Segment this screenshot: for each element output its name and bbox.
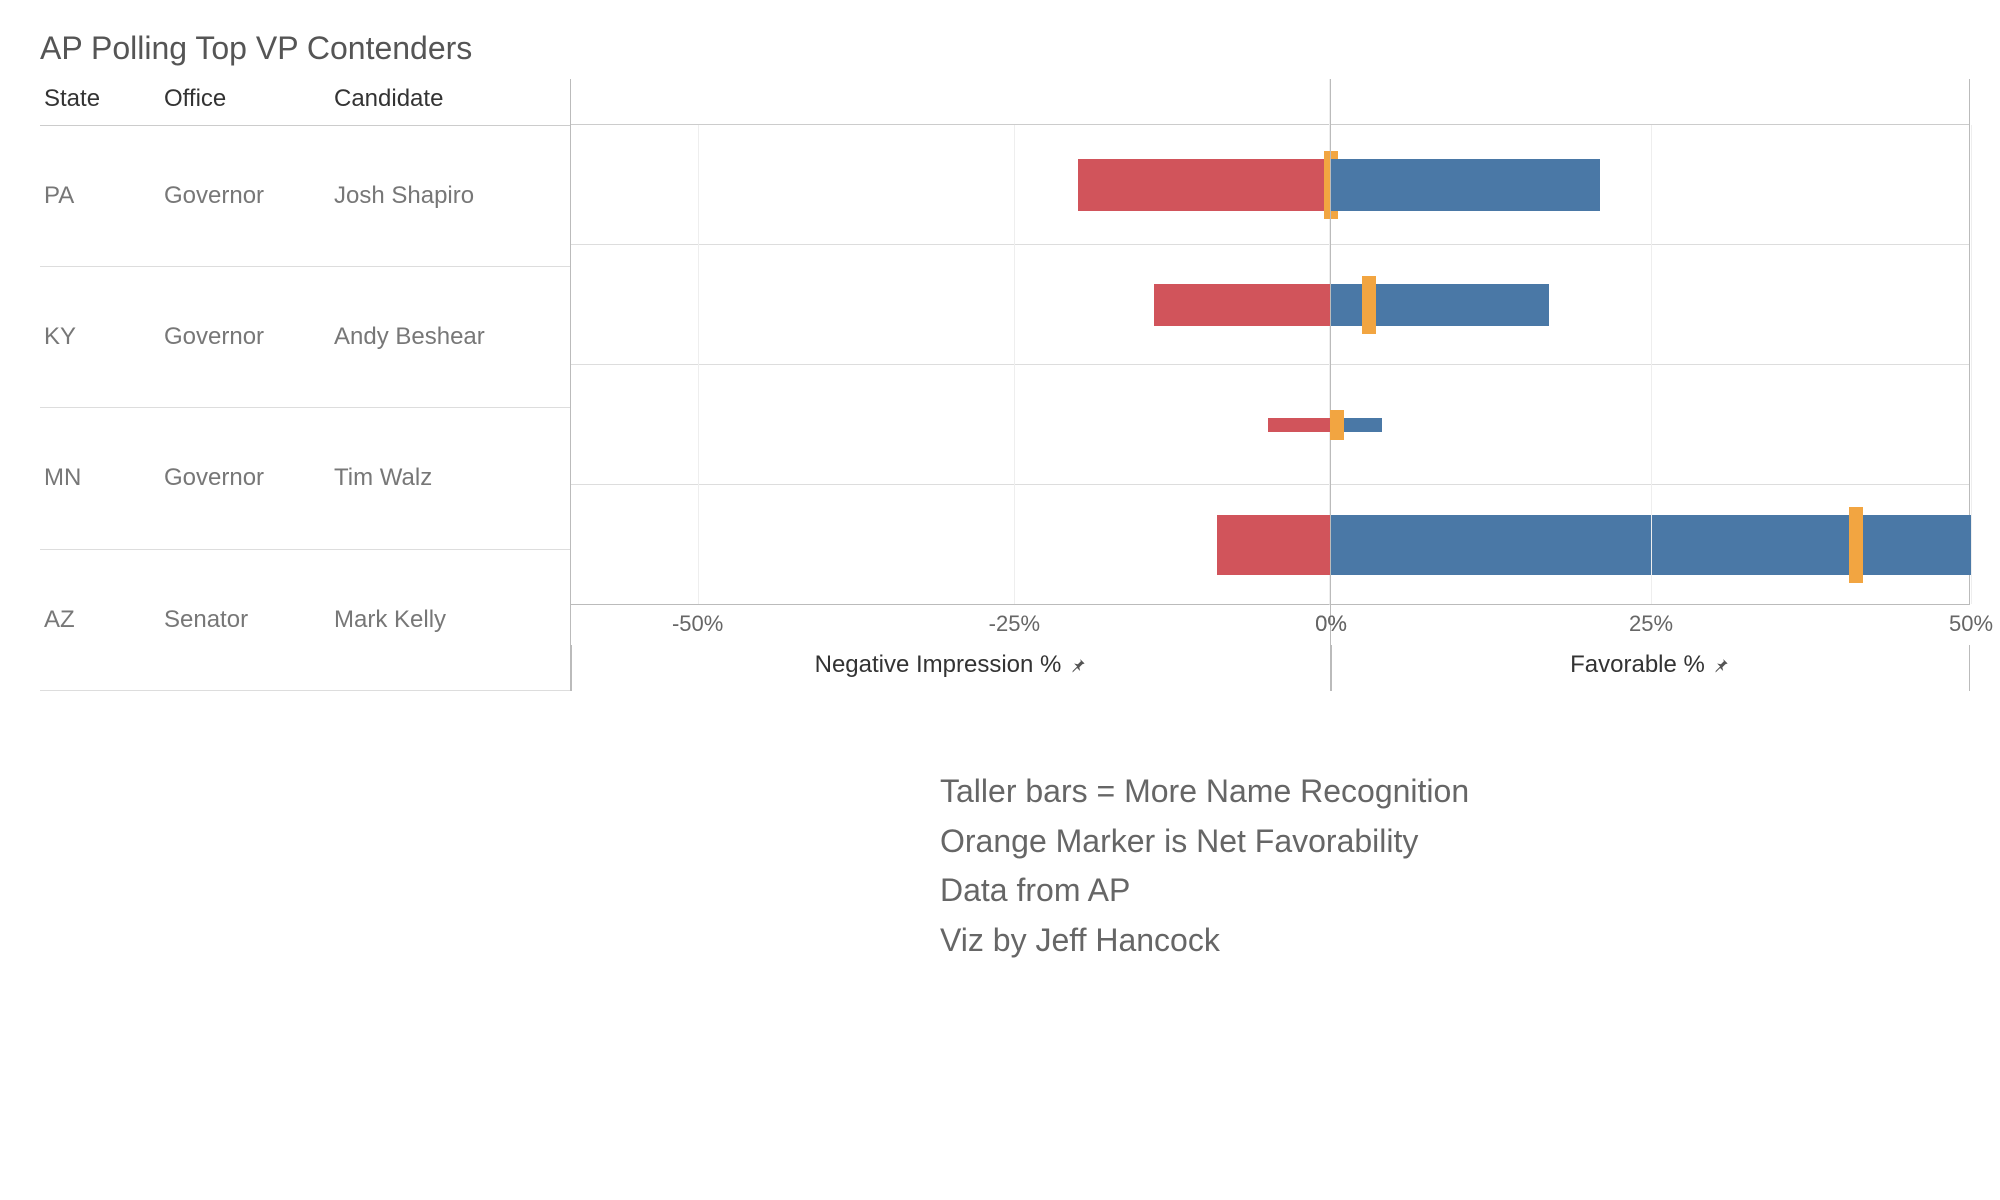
chart-row — [571, 365, 1329, 485]
net-favorability-marker — [1362, 276, 1376, 334]
favorable-bar — [1331, 159, 1600, 211]
cell-office: Governor — [160, 125, 330, 266]
favorable-panel: 0%25%50% Favorable % — [1330, 79, 1970, 691]
chart-row — [1331, 365, 1969, 485]
net-favorability-marker — [1849, 507, 1863, 583]
axis-tick: -50% — [672, 611, 723, 637]
cell-state: AZ — [40, 549, 160, 690]
negative-axis-title: Negative Impression % — [815, 651, 1088, 679]
table-row: KYGovernorAndy Beshear — [40, 266, 570, 407]
cell-office: Governor — [160, 266, 330, 407]
chart-row — [1331, 245, 1969, 365]
note-line: Orange Marker is Net Favorability — [940, 817, 1960, 867]
table-row: PAGovernorJosh Shapiro — [40, 125, 570, 266]
panel-header-spacer — [571, 79, 1329, 125]
plot-panels: -50% -25% 0% Negative Impression % 0%25%50… — [570, 79, 1970, 691]
cell-candidate: Tim Walz — [330, 408, 570, 549]
table-row: AZSenatorMark Kelly — [40, 549, 570, 690]
favorable-axis-title-text: Favorable % — [1570, 651, 1705, 679]
negative-panel: -50%-25%0% Negative Impression % — [570, 79, 1330, 691]
negative-bar — [1078, 159, 1331, 211]
negative-axis: -50%-25%0% — [571, 605, 1330, 645]
gridline — [1014, 125, 1015, 604]
pin-icon — [1069, 656, 1087, 674]
chart-area: State Office Candidate PAGovernorJosh Sh… — [40, 79, 1960, 691]
chart-row — [1331, 125, 1969, 245]
cell-office: Governor — [160, 408, 330, 549]
negative-axis-title-text: Negative Impression % — [815, 651, 1062, 679]
favorable-axis: 0%25%50% — [1331, 605, 1970, 645]
chart-row — [571, 485, 1329, 605]
row-label-table: State Office Candidate PAGovernorJosh Sh… — [40, 79, 570, 691]
chart-row — [571, 245, 1329, 365]
col-header-office: Office — [160, 79, 330, 125]
net-favorability-marker — [1330, 410, 1344, 440]
note-line: Taller bars = More Name Recognition — [940, 767, 1960, 817]
gridline — [1971, 125, 1972, 604]
note-line: Viz by Jeff Hancock — [940, 916, 1960, 966]
chart-row — [1331, 485, 1969, 605]
cell-state: KY — [40, 266, 160, 407]
axis-tick: 0% — [1315, 611, 1347, 637]
axis-tick: 50% — [1949, 611, 1993, 637]
negative-bar — [1154, 284, 1331, 326]
negative-bar — [1217, 515, 1331, 575]
note-line: Data from AP — [940, 866, 1960, 916]
chart-title: AP Polling Top VP Contenders — [40, 30, 1960, 67]
chart-notes: Taller bars = More Name RecognitionOrang… — [940, 767, 1960, 965]
cell-candidate: Andy Beshear — [330, 266, 570, 407]
panel-header-spacer — [1331, 79, 1969, 125]
table-row: MNGovernorTim Walz — [40, 408, 570, 549]
cell-state: MN — [40, 408, 160, 549]
cell-candidate: Mark Kelly — [330, 549, 570, 690]
axis-tick: -25% — [989, 611, 1040, 637]
axis-tick: 25% — [1629, 611, 1673, 637]
cell-candidate: Josh Shapiro — [330, 125, 570, 266]
negative-bar — [1268, 418, 1331, 432]
col-header-state: State — [40, 79, 160, 125]
favorable-axis-title: Favorable % — [1570, 651, 1731, 679]
gridline — [1651, 125, 1652, 604]
cell-state: PA — [40, 125, 160, 266]
chart-row — [571, 125, 1329, 245]
col-header-candidate: Candidate — [330, 79, 570, 125]
gridline — [698, 125, 699, 604]
pin-icon — [1713, 656, 1731, 674]
cell-office: Senator — [160, 549, 330, 690]
